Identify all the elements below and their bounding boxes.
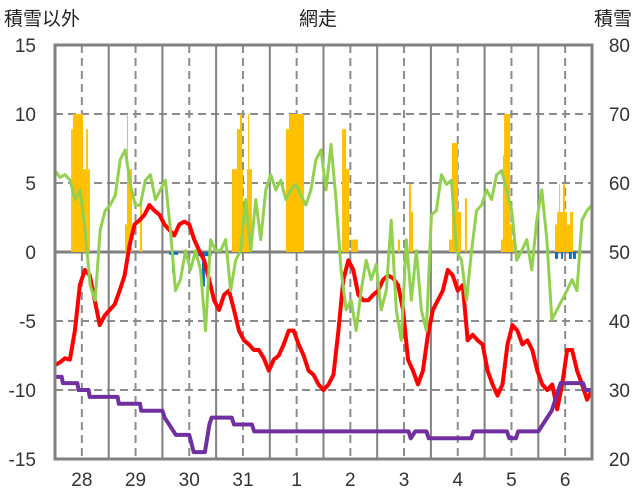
orange-bar (504, 114, 511, 252)
orange-bar (564, 211, 567, 252)
orange-bar (285, 129, 290, 252)
y-left-tick-label: -10 (9, 381, 36, 402)
blue-bar (561, 252, 563, 259)
y-left-tick-label: 5 (25, 174, 36, 195)
orange-bar (82, 169, 87, 252)
x-tick-label: 28 (71, 470, 92, 491)
orange-bar (346, 169, 350, 252)
y-left-tick-label: -5 (19, 312, 36, 333)
blue-bar (174, 252, 179, 255)
orange-bar (398, 239, 401, 252)
x-tick-label: 1 (291, 470, 302, 491)
orange-bar (289, 114, 305, 252)
right-axis-title: 積雪 (594, 8, 632, 30)
y-right-tick-label: 50 (609, 243, 630, 264)
y-right-tick-label: 20 (609, 450, 630, 471)
orange-bar (248, 114, 250, 252)
orange-bar (125, 224, 128, 252)
orange-bar (86, 129, 88, 252)
orange-bar (408, 184, 411, 252)
x-tick-label: 31 (232, 470, 253, 491)
blue-bar (568, 252, 572, 259)
orange-bar (242, 169, 244, 252)
y-left-tick-label: 0 (25, 243, 36, 264)
x-tick-label: 4 (452, 470, 463, 491)
orange-bar (127, 114, 129, 252)
orange-bar (559, 184, 561, 252)
y-right-tick-label: 30 (609, 381, 630, 402)
blue-bar (169, 252, 173, 255)
orange-bar (500, 239, 503, 252)
orange-bar (449, 239, 452, 252)
y-right-tick-label: 40 (609, 312, 630, 333)
orange-bar (236, 129, 241, 252)
orange-bar (240, 114, 243, 252)
orange-bar (87, 169, 90, 252)
orange-bar (557, 211, 560, 252)
orange-bar (464, 198, 467, 252)
blue-bar (555, 252, 558, 259)
lines (53, 142, 594, 455)
orange-bar (457, 211, 462, 252)
orange-bar (342, 129, 347, 252)
orange-bar (566, 224, 571, 252)
orange-bar (140, 199, 143, 252)
orange-bar (127, 169, 132, 252)
y-left-tick-label: 10 (15, 105, 36, 126)
orange-bar (351, 239, 358, 252)
orange-bar (231, 169, 237, 252)
orange-bar (72, 114, 83, 252)
orange-bar (410, 211, 413, 252)
orange-bar (502, 155, 505, 252)
y-right-tick-label: 60 (609, 174, 630, 195)
y-left-tick-label: -15 (9, 450, 36, 471)
blue-bar (204, 252, 212, 257)
x-tick-label: 30 (179, 470, 200, 491)
y-left-tick-label: 15 (15, 36, 36, 57)
y-right-tick-label: 70 (609, 105, 630, 126)
orange-bar (242, 211, 247, 252)
purple-line (55, 374, 592, 455)
blue-bar (202, 252, 205, 287)
x-tick-label: 6 (560, 470, 571, 491)
y-right-tick-label: 80 (609, 36, 630, 57)
x-tick-label: 29 (125, 470, 146, 491)
red-line (54, 203, 594, 412)
orange-bar (510, 224, 512, 252)
green-line (53, 142, 594, 342)
x-tick-label: 3 (399, 470, 410, 491)
x-tick-label: 2 (345, 470, 356, 491)
orange-bar (555, 224, 558, 252)
frame (53, 43, 594, 461)
orange-bar (570, 211, 573, 252)
blue-bar (572, 252, 576, 259)
orange-bar (511, 239, 514, 252)
x-tick-label: 5 (506, 470, 517, 491)
left-axis-title: 積雪以外 (4, 8, 80, 30)
orange-bar (248, 169, 252, 252)
orange-bar (562, 184, 565, 252)
orange-bar (560, 211, 563, 252)
plot-border (53, 43, 594, 461)
chart-title: 網走 (299, 8, 337, 30)
orange-bar (451, 142, 458, 252)
